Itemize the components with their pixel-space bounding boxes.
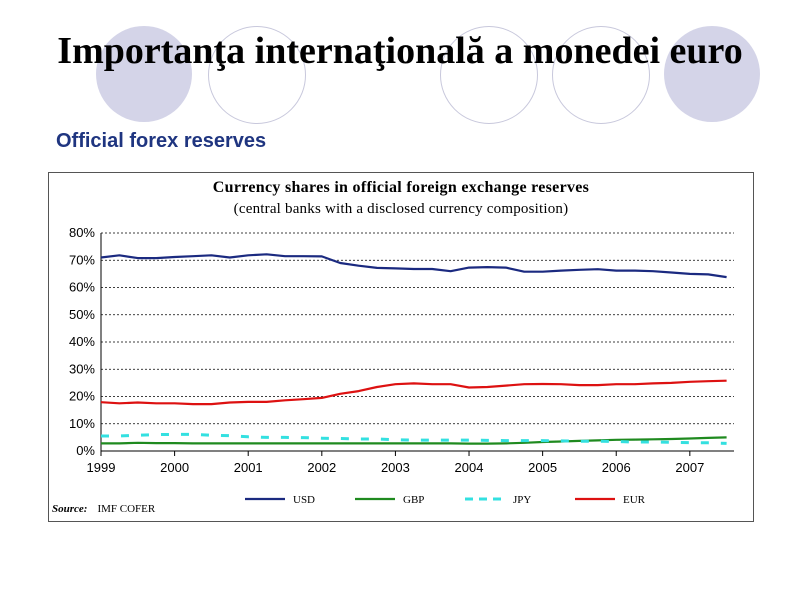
axis-layer: 0% 10% 20% 30% 40% 50% 60% 70% 80% 1999 2000 2001 20…: [69, 225, 734, 475]
source-text: IMF COFER: [97, 503, 156, 515]
decor-circle-5: [664, 26, 760, 122]
y-tick-label: 70%: [69, 252, 95, 267]
series-line-usd: [100, 253, 727, 279]
x-tick-label: 2004: [455, 460, 484, 475]
y-tick-label: 40%: [69, 334, 95, 349]
x-tick-label: 2002: [307, 460, 336, 475]
x-tick-label: 2003: [381, 460, 410, 475]
x-tick-label: 2007: [675, 460, 704, 475]
series-line-eur: [100, 379, 727, 406]
decor-circle-1: [96, 26, 192, 122]
decor-circle-4: [552, 26, 650, 124]
series-line-gbp: [101, 436, 727, 445]
slide-subtitle: Official forex reserves: [56, 130, 267, 152]
chart-canvas: 0% 10% 20% 30% 40% 50% 60% 70% 80% 1999 2000 2001 20…: [69, 225, 734, 506]
x-tick-label: 2005: [528, 460, 557, 475]
decor-circle-2: [208, 26, 306, 124]
y-tick-label: 20%: [69, 389, 95, 404]
source-note: Source: IMF COFER: [52, 503, 155, 515]
legend-label-usd: USD: [293, 494, 315, 506]
y-tick-label: 50%: [69, 307, 95, 322]
x-tick-label: 2000: [160, 460, 189, 475]
x-tick-label: 1999: [87, 460, 116, 475]
y-tick-label: 80%: [69, 225, 95, 240]
y-tick-label: 60%: [69, 280, 95, 295]
x-tick-label: 2006: [602, 460, 631, 475]
legend-label-gbp: GBP: [403, 494, 424, 506]
series-layer: [100, 253, 727, 445]
slide-title: Importanţa internaţională a monedei euro: [57, 30, 743, 72]
legend-label-eur: EUR: [623, 494, 646, 506]
chart-subtitle: (central banks with a disclosed currency…: [233, 201, 569, 217]
y-tick-label: 30%: [69, 361, 95, 376]
chart-frame: Currency shares in official foreign exch…: [48, 172, 754, 522]
chart-title: Currency shares in official foreign exch…: [212, 179, 590, 196]
chart-legend: USD GBP JPY EUR: [245, 494, 646, 506]
grid-layer: [101, 232, 734, 425]
x-tick-label: 2001: [234, 460, 263, 475]
source-label: Source:: [52, 503, 88, 515]
decor-circle-3: [440, 26, 538, 124]
y-tick-label: 10%: [69, 416, 95, 431]
y-tick-label: 0%: [76, 443, 95, 458]
legend-label-jpy: JPY: [513, 494, 531, 506]
series-line-jpy: [101, 432, 727, 445]
